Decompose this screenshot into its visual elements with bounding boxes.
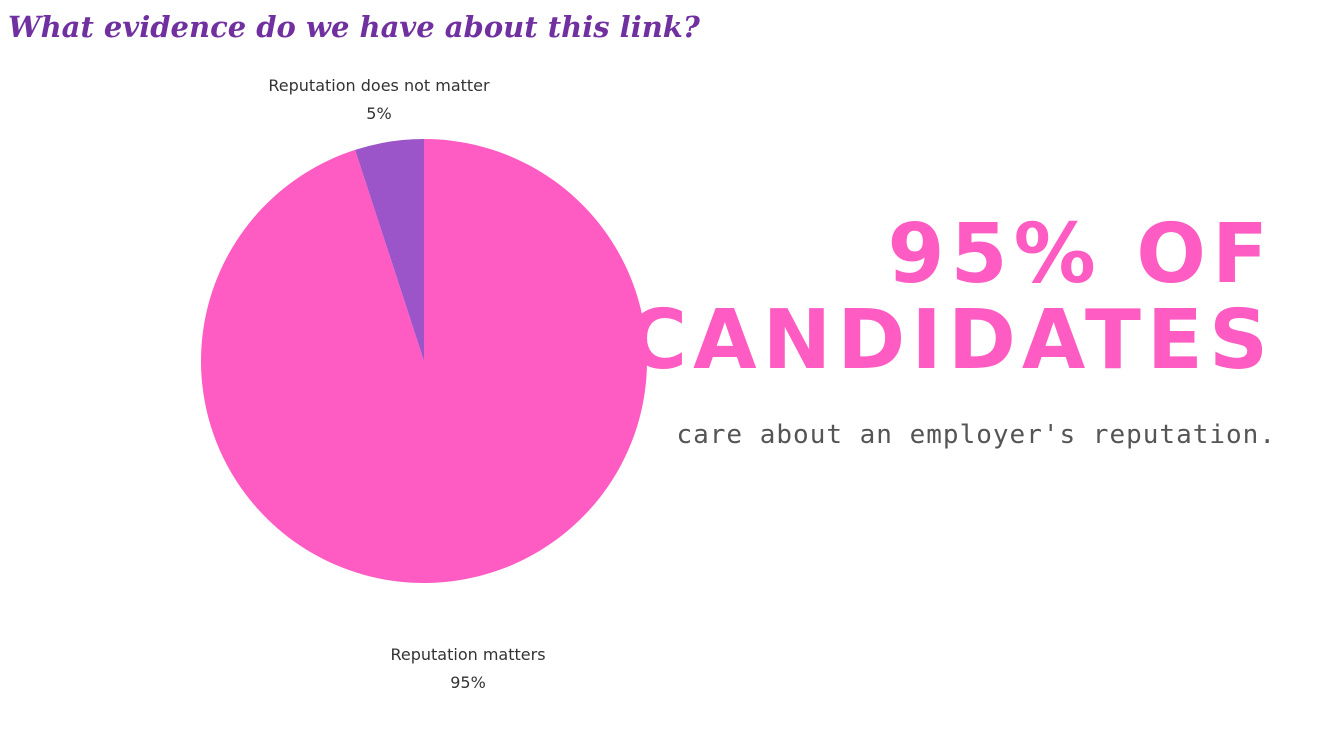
slide-heading: What evidence do we have about this link… bbox=[8, 10, 700, 44]
slice-label-text: Reputation matters bbox=[390, 645, 546, 664]
slice-label-text: Reputation does not matter bbox=[268, 76, 490, 95]
slice-label-reputation-matters: Reputation matters 95% bbox=[390, 641, 545, 697]
slice-value-text: 95% bbox=[450, 673, 486, 692]
callout-headline-line-1: 95% OF bbox=[887, 207, 1274, 302]
slice-value-text: 5% bbox=[366, 104, 392, 123]
pie-slice-reputation-does-not-matter bbox=[355, 139, 424, 361]
slice-label-reputation-does-not-matter: Reputation does not matter 5% bbox=[268, 72, 489, 128]
callout-headline-line-2: CANDIDATES bbox=[626, 293, 1274, 388]
callout-subtitle: care about an employer's reputation. bbox=[676, 420, 1276, 450]
